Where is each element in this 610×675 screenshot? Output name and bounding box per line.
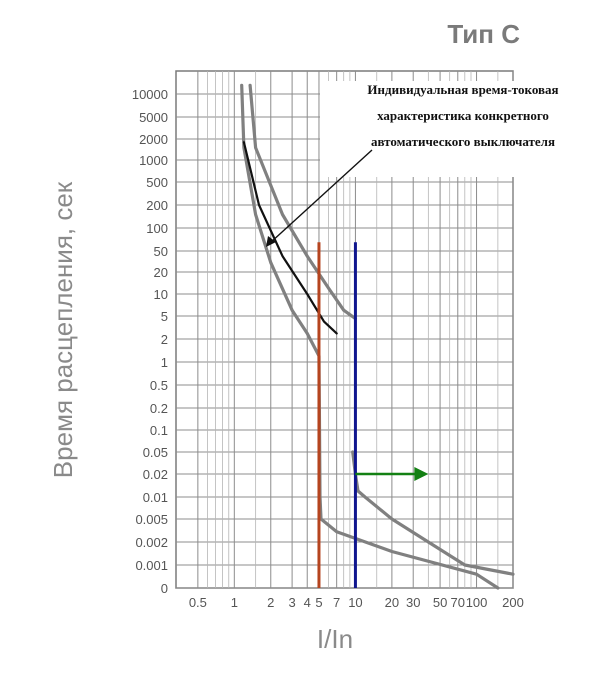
- x-tick-label-5: 5: [315, 595, 322, 610]
- y-tick-label-2: 2000: [139, 132, 168, 147]
- x-tick-label-7: 10: [348, 595, 362, 610]
- y-tick-label-3: 1000: [139, 153, 168, 168]
- x-tick-label-13: 200: [502, 595, 524, 610]
- y-tick-label-12: 1: [161, 355, 168, 370]
- series-line-3: [242, 141, 338, 335]
- x-tick-label-3: 3: [288, 595, 295, 610]
- y-tick-label-4: 500: [146, 175, 168, 190]
- x-tick-label-9: 30: [406, 595, 420, 610]
- x-tick-label-1: 1: [231, 595, 238, 610]
- y-tick-label-15: 0.1: [150, 423, 168, 438]
- y-tick-labels: 10000 5000 2000 1000 500 200 100 50 20 10 5 2 1 0.5 0.…: [132, 87, 168, 596]
- y-tick-label-20: 0.002: [135, 535, 168, 550]
- x-tick-label-4: 4: [304, 595, 311, 610]
- y-tick-label-18: 0.01: [143, 490, 168, 505]
- annotation-line-2: характеристика конкретного: [377, 108, 549, 123]
- y-tick-label-13: 0.5: [150, 378, 168, 393]
- y-tick-label-10: 5: [161, 309, 168, 324]
- y-tick-label-0: 10000: [132, 87, 168, 102]
- x-tick-label-10: 50: [433, 595, 447, 610]
- y-tick-label-22: 0: [161, 581, 168, 596]
- x-tick-label-2: 2: [267, 595, 274, 610]
- x-axis-label: I/In: [317, 624, 353, 654]
- x-tick-label-12: 100: [466, 595, 488, 610]
- annotation-leader-line: [269, 149, 373, 244]
- y-tick-label-14: 0.2: [150, 401, 168, 416]
- y-tick-label-9: 10: [154, 287, 168, 302]
- annotation-line-1: Индивидуальная время-токовая: [367, 82, 558, 97]
- x-tick-label-6: 7: [333, 595, 340, 610]
- series-line-1: [248, 83, 357, 321]
- y-tick-label-17: 0.02: [143, 467, 168, 482]
- y-tick-label-21: 0.001: [135, 558, 168, 573]
- y-tick-label-11: 2: [161, 332, 168, 347]
- annotation: Индивидуальная время-токовая характерист…: [266, 81, 606, 247]
- x-tick-labels: 0.5 1 2 3 4 5 7 10 20 30 50 70 100 200: [189, 595, 524, 610]
- y-tick-label-7: 50: [154, 244, 168, 259]
- y-tick-label-19: 0.005: [135, 512, 168, 527]
- y-tick-label-1: 5000: [139, 110, 168, 125]
- annotation-background: [320, 81, 606, 177]
- x-tick-label-0: 0.5: [189, 595, 207, 610]
- y-tick-label-16: 0.05: [143, 445, 168, 460]
- y-tick-label-6: 100: [146, 221, 168, 236]
- marker-layer: [317, 242, 429, 588]
- chart-title: Тип С: [447, 19, 520, 49]
- x-tick-label-8: 20: [385, 595, 399, 610]
- arrow-head: [414, 467, 429, 481]
- x-tick-label-11: 70: [451, 595, 465, 610]
- y-tick-label-8: 20: [154, 265, 168, 280]
- annotation-line-3: автоматического выключателя: [371, 134, 555, 149]
- y-tick-label-5: 200: [146, 198, 168, 213]
- y-axis-label: Время расцепления, сек: [48, 181, 78, 478]
- annotation-leader-arrowhead: [266, 236, 276, 247]
